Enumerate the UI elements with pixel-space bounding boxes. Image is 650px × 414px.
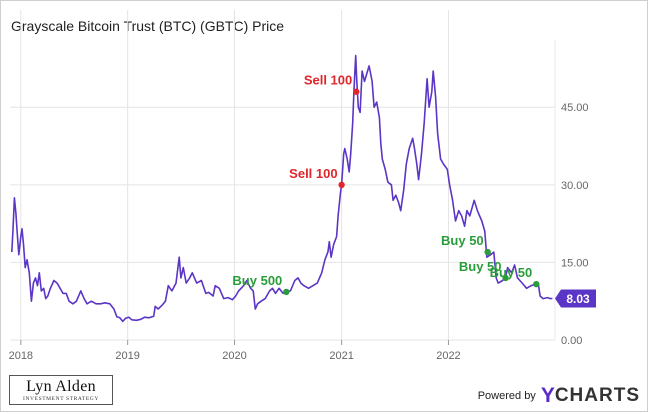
chart-title: Grayscale Bitcoin Trust (BTC) (GBTC) Pri…	[11, 18, 285, 34]
price-series	[11, 54, 553, 323]
last-value-tag: 8.03	[555, 289, 596, 308]
y-tick-label: 15.00	[561, 257, 589, 269]
last-value-badge	[555, 289, 596, 308]
ycharts-branding: Powered by Y CHARTS	[477, 384, 640, 407]
sell-annotation-label: Sell 100	[289, 166, 337, 181]
logo-tagline: INVESTMENT STRATEGY	[23, 396, 99, 402]
x-tick-label: 2022	[436, 350, 460, 362]
x-tick-label: 2018	[9, 350, 33, 362]
sell-marker-dot	[353, 88, 360, 95]
logo-name: Lyn Alden	[26, 378, 96, 395]
lyn-alden-logo: Lyn Alden INVESTMENT STRATEGY	[9, 375, 113, 405]
price-line	[11, 54, 553, 323]
buy-marker-dot	[283, 288, 290, 296]
x-tick-label: 2019	[115, 350, 139, 362]
buy-annotation-label: Buy 50	[490, 265, 533, 280]
sell-marker-dot	[338, 181, 345, 189]
axis-ticks: 0.00 15.00 30.00 45.00 2018 2019 2020 2021 2022	[9, 102, 589, 362]
buy-annotation-label: Buy 500	[232, 273, 282, 288]
x-tick-label: 2020	[222, 350, 246, 362]
last-value-text: 8.03	[566, 292, 590, 306]
grid-lines	[10, 10, 556, 341]
buy-marker-dot	[484, 248, 491, 256]
ycharts-wordmark: CHARTS	[554, 385, 640, 406]
y-tick-label: 30.00	[561, 180, 589, 192]
powered-by-text: Powered by	[477, 390, 536, 402]
y-tick-label: 0.00	[561, 335, 582, 347]
buy-annotation-label: Buy 50	[459, 259, 502, 274]
x-tick-label: 2021	[329, 350, 353, 362]
buy-marker-dot	[533, 280, 540, 288]
ycharts-y-mark: Y	[540, 384, 555, 407]
buy-annotation-label: Buy 50	[441, 233, 484, 248]
buy-marker-dot	[502, 274, 509, 282]
sell-annotation-label: Sell 100	[304, 73, 352, 88]
y-tick-label: 45.00	[561, 102, 589, 114]
